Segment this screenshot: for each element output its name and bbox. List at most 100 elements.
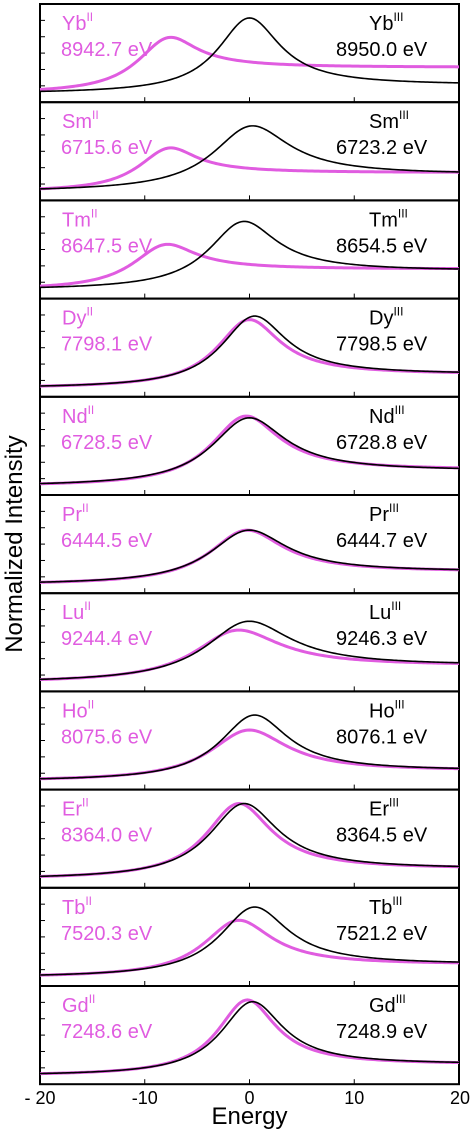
- panel-yb: YbII 8942.7 eV YbIII 8950.0 eV: [39, 3, 460, 104]
- panel-ho: HoII 8075.6 eV HoIII 8076.1 eV: [39, 690, 460, 791]
- panel-tb: TbII 7520.3 eV TbIII 7521.2 eV: [39, 886, 460, 987]
- label-iii-oxidation: III: [391, 599, 401, 613]
- label-ii-oxidation: II: [84, 599, 91, 613]
- panels-group: YbII 8942.7 eV YbIII 8950.0 eV SmII 6715.6 eV…: [39, 3, 460, 1086]
- label-ii-element: HoII: [62, 697, 94, 722]
- label-iii-energy: 7521.2 eV: [336, 923, 428, 945]
- x-tick-label: -10: [132, 1088, 158, 1108]
- label-iii-oxidation: III: [389, 796, 399, 810]
- series-line-nd-iii: [39, 416, 460, 485]
- label-ii-oxidation: II: [92, 108, 99, 122]
- label-iii-energy: 8654.5 eV: [336, 235, 428, 257]
- label-ii-energy: 8075.6 eV: [61, 726, 153, 748]
- label-ii-element: NdII: [62, 403, 94, 428]
- label-iii-oxidation: III: [393, 305, 403, 319]
- label-iii-oxidation: III: [393, 10, 403, 24]
- label-iii-energy: 7248.9 eV: [336, 1021, 428, 1043]
- label-ii-oxidation: II: [82, 796, 89, 810]
- series-line-er-iii: [39, 802, 460, 878]
- panel-tm: TmII 8647.5 eV TmIII 8654.5 eV: [39, 199, 460, 300]
- x-axis: - 20 -10 0 10 20: [24, 1088, 470, 1108]
- series-line-yb-iii: [39, 17, 460, 93]
- series-line-sm-iii: [39, 125, 460, 190]
- label-iii-element: GdIII: [369, 992, 406, 1017]
- label-iii-energy: 8076.1 eV: [336, 726, 428, 748]
- label-ii-energy: 7798.1 eV: [61, 334, 153, 356]
- label-ii-energy: 7248.6 eV: [61, 1021, 153, 1043]
- label-iii-element: HoIII: [369, 697, 405, 722]
- series-line-ho-iii: [39, 714, 460, 780]
- label-ii-oxidation: II: [89, 992, 96, 1006]
- label-ii-oxidation: II: [86, 305, 93, 319]
- label-ii-energy: 6715.6 eV: [61, 137, 153, 159]
- series-line-dy-iii: [39, 315, 460, 387]
- label-iii-oxidation: III: [389, 501, 399, 515]
- label-iii-element: PrIII: [369, 501, 399, 526]
- series-line-gd-iii: [39, 1000, 460, 1075]
- y-axis-title: Normalized Intensity: [1, 435, 28, 652]
- label-iii-energy: 9246.3 eV: [336, 628, 428, 650]
- x-tick-label: 0: [244, 1088, 254, 1108]
- series-line-lu-iii: [39, 620, 460, 681]
- label-iii-element: LuIII: [369, 599, 401, 624]
- label-iii-oxidation: III: [392, 894, 402, 908]
- label-iii-element: TmIII: [369, 206, 408, 231]
- label-ii-energy: 7520.3 eV: [61, 923, 153, 945]
- label-ii-energy: 8647.5 eV: [61, 235, 153, 257]
- label-ii-energy: 6444.5 eV: [61, 530, 153, 552]
- label-ii-oxidation: II: [91, 206, 98, 220]
- panel-nd: NdII 6728.5 eV NdIII 6728.8 eV: [39, 395, 460, 496]
- label-iii-energy: 6444.7 eV: [336, 530, 428, 552]
- label-iii-oxidation: III: [395, 697, 405, 711]
- label-iii-element: DyIII: [369, 305, 403, 330]
- label-ii-energy: 8942.7 eV: [61, 39, 153, 61]
- series-line-tb-iii: [39, 906, 460, 976]
- label-ii-oxidation: II: [86, 10, 93, 24]
- x-axis-title: Energy: [211, 1103, 287, 1130]
- label-ii-element: SmII: [62, 108, 99, 133]
- label-ii-oxidation: II: [88, 403, 95, 417]
- panel-dy: DyII 7798.1 eV DyIII 7798.5 eV: [39, 297, 460, 398]
- panel-gd: GdII 7248.6 eV GdIII 7248.9 eV: [39, 985, 460, 1086]
- label-ii-element: DyII: [62, 305, 93, 330]
- label-ii-element: YbII: [62, 10, 93, 35]
- label-ii-element: TbII: [62, 894, 92, 919]
- x-tick-label: 20: [450, 1088, 470, 1108]
- label-iii-element: YbIII: [369, 10, 403, 35]
- label-ii-energy: 6728.5 eV: [61, 432, 153, 454]
- label-ii-element: GdII: [62, 992, 95, 1017]
- label-ii-element: TmII: [62, 206, 98, 231]
- label-iii-oxidation: III: [395, 403, 405, 417]
- label-ii-energy: 9244.4 eV: [61, 628, 153, 650]
- label-iii-energy: 7798.5 eV: [336, 334, 428, 356]
- label-iii-oxidation: III: [399, 108, 409, 122]
- panel-lu: LuII 9244.4 eV LuIII 9246.3 eV: [39, 592, 460, 693]
- label-iii-energy: 8364.5 eV: [336, 825, 428, 847]
- label-iii-element: ErIII: [369, 796, 399, 821]
- label-iii-oxidation: III: [398, 206, 408, 220]
- label-iii-element: NdIII: [369, 403, 405, 428]
- label-iii-oxidation: III: [396, 992, 406, 1006]
- label-ii-element: PrII: [62, 501, 89, 526]
- label-ii-element: ErII: [62, 796, 89, 821]
- label-ii-oxidation: II: [82, 501, 89, 515]
- label-ii-oxidation: II: [85, 894, 92, 908]
- label-iii-energy: 6728.8 eV: [336, 432, 428, 454]
- label-iii-energy: 8950.0 eV: [336, 39, 428, 61]
- label-ii-element: LuII: [62, 599, 91, 624]
- series-line-sm-ii: [39, 146, 459, 191]
- label-ii-energy: 8364.0 eV: [61, 825, 153, 847]
- label-iii-element: TbIII: [369, 894, 402, 919]
- panel-er: ErII 8364.0 eV ErIII 8364.5 eV: [39, 788, 460, 889]
- label-iii-element: SmIII: [369, 108, 409, 133]
- series-line-tm-iii: [39, 220, 460, 289]
- x-tick-label: 10: [344, 1088, 364, 1108]
- series-line-tm-ii: [39, 242, 460, 288]
- series-line-yb-ii: [39, 35, 459, 91]
- x-tick-label: - 20: [24, 1088, 55, 1108]
- label-ii-oxidation: II: [88, 697, 95, 711]
- panel-sm: SmII 6715.6 eV SmIII 6723.2 eV: [39, 101, 460, 202]
- panel-pr: PrII 6444.5 eV PrIII 6444.7 eV: [39, 494, 460, 595]
- series-line-pr-iii: [39, 529, 460, 583]
